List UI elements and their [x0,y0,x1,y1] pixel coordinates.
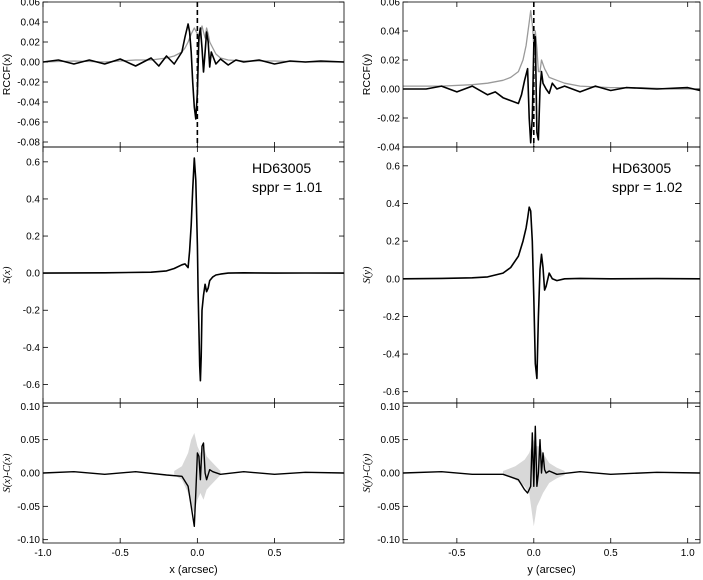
y-tick-label: -0.6 [23,380,41,391]
x-tick-label: -1.0 [34,548,52,559]
y-tick-label: -0.05 [377,502,400,513]
y-tick-label: -0.02 [17,78,40,89]
series-line-1 [43,23,344,120]
y-tick-label: 0.2 [26,232,40,243]
panel-frame [42,1,345,148]
series-line-0 [43,442,344,527]
y-tick-label: 0.6 [386,161,400,172]
y-tick-label: -0.10 [377,535,400,546]
uncertainty-band [174,433,221,513]
y-tick-label: 0.02 [381,56,401,67]
x-tick-label: 1.0 [681,548,695,559]
y-tick-label: -0.2 [383,312,401,323]
plot-area [43,433,344,527]
series-line-0 [43,25,344,63]
y-tick-label: -0.4 [383,350,401,361]
y-tick-label: 0.10 [381,402,401,413]
plot-area [403,425,700,527]
x-tick-label: 0.0 [527,548,541,559]
x-tick-label: -0.5 [448,548,466,559]
y-tick-label: -0.06 [17,118,40,129]
y-tick-label: 0.2 [386,237,400,248]
y-axis-label: RCCF(x) [1,54,13,95]
y-tick-label: 0.00 [21,469,41,480]
plot-area [43,2,344,147]
y-tick-label: 0.0 [386,274,400,285]
plot-area [403,2,700,147]
panel-s_y: 0.6 0.4 0.2 0.0 -0.2 -0.4 -0.6 S(y) HD63005 sppr … [362,146,701,404]
y-tick-label: -0.04 [377,143,400,154]
y-tick-label: 0.00 [381,469,401,480]
y-tick-label: 0.05 [381,435,401,446]
y-tick-label: 0.06 [381,0,401,9]
plot-area [403,206,700,380]
series-line-0 [403,206,700,380]
x-tick-label: 0.5 [604,548,618,559]
y-tick-label: 0.4 [26,194,40,205]
panel-frame [402,1,701,148]
panel-rccf_y: 0.06 0.04 0.02 0.00 -0.02 -0.04 RCCF(y) [361,0,701,154]
y-tick-label: 0.06 [21,0,41,9]
y-axis-label: S(x)-C(x) [2,453,13,493]
y-tick-label: 0.04 [21,18,41,29]
y-tick-label: 0.02 [21,38,41,49]
y-tick-label: 0.0 [26,269,40,280]
series-line-1 [403,36,700,144]
y-tick-label: 0.6 [26,157,40,168]
x-tick-label: 0.0 [190,548,204,559]
star-name-annotation: HD63005 [612,160,671,176]
sppr-annotation: sppr = 1.02 [612,179,683,195]
y-tick-label: 0.05 [21,435,41,446]
y-axis-label: S(x) [2,266,13,283]
y-tick-label: 0.04 [381,27,401,38]
series-line-0 [403,425,700,494]
y-tick-label: -0.04 [17,98,40,109]
y-tick-label: -0.6 [383,387,401,398]
y-tick-label: -0.10 [17,535,40,546]
y-tick-label: 0.4 [386,199,400,210]
y-axis-label: S(y)-C(y) [362,453,373,493]
panel-s_x: 0.6 0.4 0.2 0.0 -0.2 -0.4 -0.6 S(x) HD63005 sppr … [2,146,345,404]
y-tick-label: -0.05 [17,502,40,513]
x-tick-label: -0.5 [112,548,130,559]
y-axis-label: RCCF(y) [361,54,373,95]
series-line-0 [43,157,344,382]
panel-diff_x: 0.10 0.05 0.00 -0.05 -0.10 -1.0 -0.5 0.0 0.5 S(x)… [2,402,345,576]
x-tick-label: 0.5 [268,548,282,559]
y-tick-label: -0.02 [377,114,400,125]
y-tick-label: -0.2 [23,306,41,317]
y-axis-label: S(y) [362,266,373,283]
x-axis-label: x (arcsec) [169,564,217,576]
star-name-annotation: HD63005 [252,160,311,176]
x-axis-label: y (arcsec) [527,564,575,576]
y-tick-label: 0.10 [21,402,41,413]
series-line-0 [403,10,700,90]
y-tick-label: -0.4 [23,343,41,354]
panel-diff_y: 0.10 0.05 0.00 -0.05 -0.10 -0.5 0.0 0.5 1.0 S(y)-… [362,402,701,576]
y-tick-label: 0.00 [21,58,41,69]
y-tick-label: 0.00 [381,85,401,96]
sppr-annotation: sppr = 1.01 [252,179,323,195]
y-tick-label: -0.08 [17,138,40,149]
panel-rccf_x: 0.06 0.04 0.02 0.00 -0.02 -0.04 -0.06 -0.08 RCCF… [1,0,345,149]
plot-area [43,157,344,382]
